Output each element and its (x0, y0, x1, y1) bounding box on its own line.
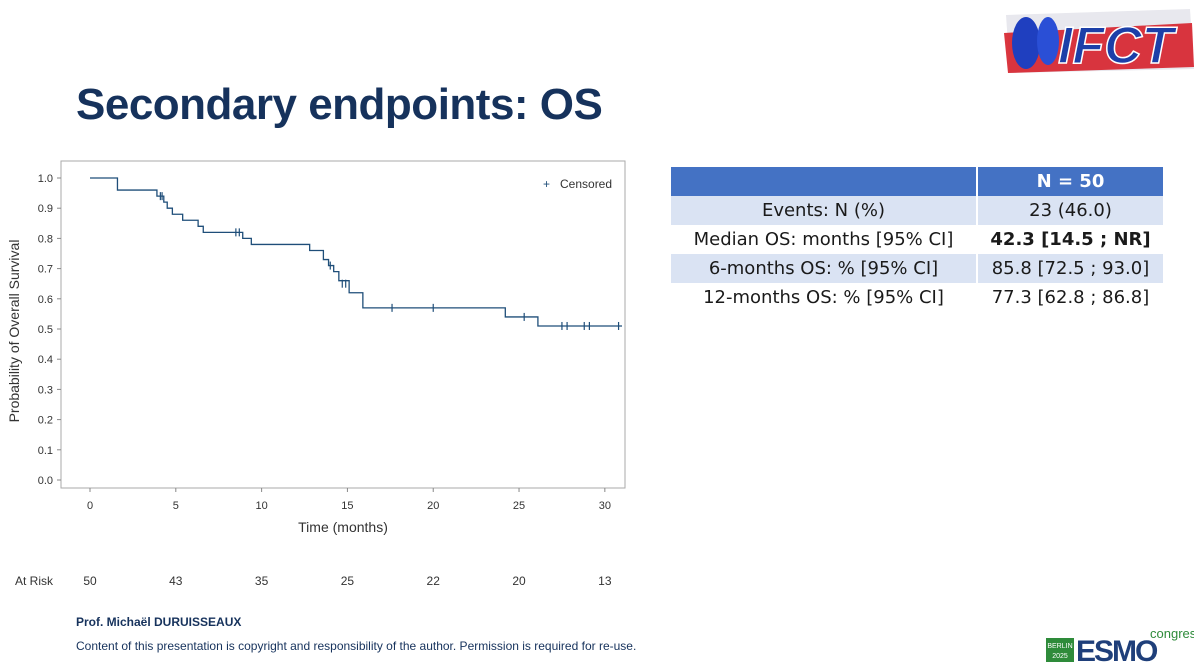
lung-icon (1012, 17, 1040, 69)
x-tick-label: 30 (599, 500, 611, 512)
at-risk-count: 35 (255, 574, 269, 588)
at-risk-counts: 50 43 35 25 22 20 13 (83, 574, 612, 588)
ifct-logo: IFCT (1004, 9, 1194, 75)
esmo-suffix: congress (1150, 626, 1194, 641)
legend-symbol: + (543, 177, 550, 191)
y-axis-title: Probability of Overall Survival (6, 240, 22, 423)
x-axis: 0 5 10 15 20 25 30 (87, 488, 611, 512)
y-tick-label: 0.2 (38, 415, 53, 427)
os-summary-table: N = 50 Events: N (%) 23 (46.0) Median OS… (671, 167, 1163, 312)
lung-icon-right (1037, 17, 1059, 65)
at-risk-count: 20 (512, 574, 526, 588)
y-tick-label: 0.5 (38, 324, 53, 336)
at-risk-count: 13 (598, 574, 612, 588)
row-label: Events: N (%) (671, 196, 978, 225)
plot-frame (60, 160, 626, 489)
x-tick-label: 15 (341, 500, 353, 512)
x-tick-label: 0 (87, 500, 93, 512)
y-tick-label: 0.4 (38, 354, 53, 366)
at-risk-label: At Risk (15, 574, 54, 588)
y-tick-label: 0.9 (38, 203, 53, 215)
y-tick-label: 0.1 (38, 445, 53, 457)
row-value: 23 (46.0) (978, 196, 1163, 225)
table-row: Events: N (%) 23 (46.0) (671, 196, 1163, 225)
y-tick-label: 0.0 (38, 475, 53, 487)
table-header-row: N = 50 (671, 167, 1163, 196)
logo-text: IFCT (1058, 17, 1178, 75)
x-tick-label: 10 (255, 500, 267, 512)
y-tick-label: 0.8 (38, 233, 53, 245)
row-value: 77.3 [62.8 ; 86.8] (991, 287, 1150, 308)
row-value: 42.3 [14.5 ; NR] (990, 229, 1151, 250)
at-risk-count: 25 (341, 574, 355, 588)
km-chart: 0.0 0.1 0.2 0.3 0.4 0.5 0.6 0.7 0.8 0.9 1.0 0 5 10 15… (6, 160, 626, 588)
table-row: 12-months OS: % [95% CI] 77.3 [62.8 ; 86… (671, 283, 1163, 312)
row-label: 12-months OS: % [95% CI] (671, 283, 978, 312)
survival-curve (90, 177, 622, 327)
esmo-badge (1046, 638, 1074, 662)
table-row: 6-months OS: % [95% CI] 85.8 [72.5 ; 93.… (671, 254, 1163, 283)
table-header-empty (671, 167, 978, 196)
at-risk-count: 43 (169, 574, 183, 588)
x-tick-label: 5 (173, 500, 179, 512)
copyright-notice: Content of this presentation is copyrigh… (76, 639, 637, 653)
at-risk-count: 22 (427, 574, 441, 588)
x-tick-label: 20 (427, 500, 439, 512)
esmo-congress-logo: BERLIN 2025 ESMO congress (1046, 626, 1194, 662)
y-tick-label: 0.3 (38, 384, 53, 396)
row-label: Median OS: months [95% CI] (671, 225, 978, 254)
at-risk-count: 50 (83, 574, 97, 588)
legend-label: Censored (560, 177, 612, 191)
esmo-city: BERLIN (1047, 643, 1072, 650)
esmo-year: 2025 (1052, 653, 1068, 660)
y-tick-label: 0.6 (38, 294, 53, 306)
esmo-text: ESMO (1076, 635, 1158, 662)
table-header-n: N = 50 (978, 167, 1163, 196)
x-axis-title: Time (months) (298, 519, 388, 535)
y-tick-label: 1.0 (38, 173, 53, 185)
y-tick-label: 0.7 (38, 264, 53, 276)
y-axis: 0.0 0.1 0.2 0.3 0.4 0.5 0.6 0.7 0.8 0.9 1.0 (38, 173, 61, 487)
x-tick-label: 25 (513, 500, 525, 512)
legend: + Censored (543, 177, 612, 191)
table-row: Median OS: months [95% CI] 42.3 [14.5 ; … (671, 225, 1163, 254)
row-value: 85.8 [72.5 ; 93.0] (978, 254, 1163, 283)
censor-marks (159, 192, 620, 330)
slide-title: Secondary endpoints: OS (76, 80, 603, 129)
row-label: 6-months OS: % [95% CI] (671, 254, 978, 283)
author-name: Prof. Michaël DURUISSEAUX (76, 615, 242, 629)
